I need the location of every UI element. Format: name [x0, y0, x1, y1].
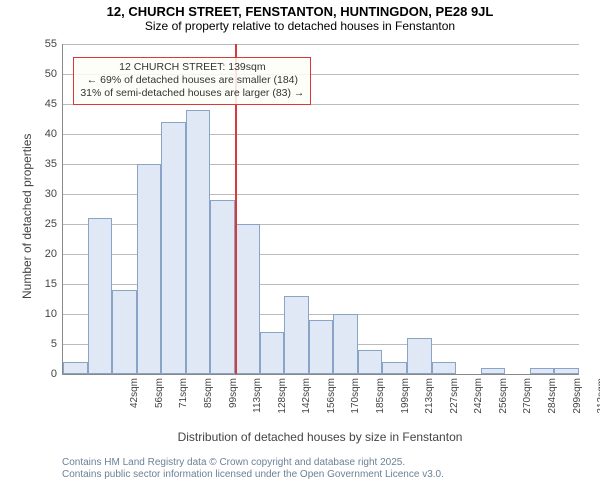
- histogram-bar: [186, 110, 211, 374]
- annotation-box: 12 CHURCH STREET: 139sqm← 69% of detache…: [73, 57, 311, 104]
- x-tick-label: 284sqm: [547, 378, 558, 438]
- histogram-bar: [284, 296, 309, 374]
- y-tick-label: 40: [45, 128, 63, 140]
- x-axis-label: Distribution of detached houses by size …: [62, 430, 578, 444]
- y-axis-label: Number of detached properties: [20, 134, 34, 299]
- x-tick-label: 170sqm: [350, 378, 361, 438]
- plot-area: 051015202530354045505542sqm56sqm71sqm85s…: [62, 44, 579, 375]
- histogram-bar: [235, 224, 260, 374]
- histogram-bar: [210, 200, 235, 374]
- gridline: [63, 44, 579, 45]
- y-tick-label: 50: [45, 68, 63, 80]
- x-tick-label: 42sqm: [129, 378, 140, 438]
- histogram-bar: [88, 218, 113, 374]
- gridline: [63, 134, 579, 135]
- x-tick-label: 270sqm: [522, 378, 533, 438]
- histogram-bar: [112, 290, 137, 374]
- histogram-bar: [333, 314, 358, 374]
- histogram-bar: [554, 368, 579, 374]
- y-tick-label: 25: [45, 218, 63, 230]
- x-tick-label: 113sqm: [252, 378, 263, 438]
- x-tick-label: 227sqm: [449, 378, 460, 438]
- x-tick-label: 56sqm: [154, 378, 165, 438]
- x-tick-label: 199sqm: [400, 378, 411, 438]
- x-tick-label: 242sqm: [473, 378, 484, 438]
- x-tick-label: 213sqm: [424, 378, 435, 438]
- y-tick-label: 45: [45, 98, 63, 110]
- histogram-bar: [530, 368, 555, 374]
- histogram-bar: [260, 332, 285, 374]
- footer-line-2: Contains public sector information licen…: [62, 469, 444, 481]
- y-tick-label: 20: [45, 248, 63, 260]
- annotation-line-1: 12 CHURCH STREET: 139sqm: [80, 61, 304, 74]
- y-tick-label: 0: [51, 368, 63, 380]
- chart-title: 12, CHURCH STREET, FENSTANTON, HUNTINGDO…: [0, 0, 600, 19]
- chart-subtitle: Size of property relative to detached ho…: [0, 19, 600, 33]
- histogram-bar: [358, 350, 383, 374]
- footer-attribution: Contains HM Land Registry data © Crown c…: [62, 457, 444, 481]
- x-tick-label: 299sqm: [572, 378, 583, 438]
- annotation-line-2: ← 69% of detached houses are smaller (18…: [80, 74, 304, 87]
- y-tick-label: 30: [45, 188, 63, 200]
- y-tick-label: 5: [51, 338, 63, 350]
- histogram-bar: [137, 164, 162, 374]
- x-tick-label: 185sqm: [375, 378, 386, 438]
- x-tick-label: 156sqm: [326, 378, 337, 438]
- y-tick-label: 10: [45, 308, 63, 320]
- x-tick-label: 71sqm: [178, 378, 189, 438]
- histogram-bar: [382, 362, 407, 374]
- histogram-bar: [63, 362, 88, 374]
- x-tick-label: 256sqm: [498, 378, 509, 438]
- histogram-bar: [309, 320, 334, 374]
- histogram-bar: [407, 338, 432, 374]
- footer-line-1: Contains HM Land Registry data © Crown c…: [62, 457, 444, 469]
- x-tick-label: 85sqm: [203, 378, 214, 438]
- x-tick-label: 313sqm: [596, 378, 600, 438]
- annotation-line-3: 31% of semi-detached houses are larger (…: [80, 87, 304, 100]
- x-tick-label: 99sqm: [228, 378, 239, 438]
- y-tick-label: 55: [45, 38, 63, 50]
- histogram-bar: [161, 122, 186, 374]
- y-tick-label: 35: [45, 158, 63, 170]
- x-tick-label: 142sqm: [301, 378, 312, 438]
- x-tick-label: 128sqm: [277, 378, 288, 438]
- histogram-bar: [481, 368, 506, 374]
- y-tick-label: 15: [45, 278, 63, 290]
- histogram-bar: [432, 362, 457, 374]
